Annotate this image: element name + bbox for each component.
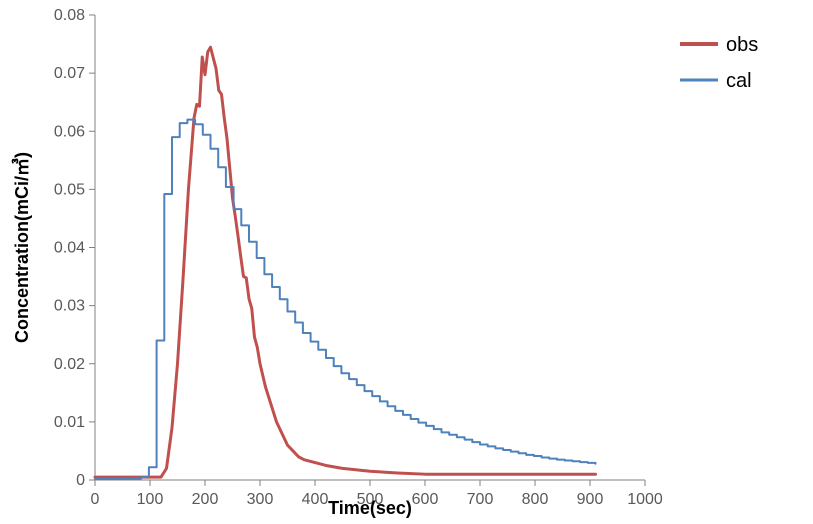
svg-text:0.05: 0.05	[54, 181, 85, 198]
svg-text:600: 600	[412, 491, 439, 508]
chart-container: 0100200300400500600700800900100000.010.0…	[0, 0, 813, 524]
svg-text:400: 400	[302, 491, 329, 508]
y-axis-label: Concentration(mCi/㎥)	[11, 152, 32, 343]
svg-text:0.08: 0.08	[54, 7, 85, 24]
svg-text:0: 0	[91, 491, 100, 508]
svg-text:0.01: 0.01	[54, 414, 85, 431]
line-chart: 0100200300400500600700800900100000.010.0…	[0, 0, 813, 524]
svg-text:200: 200	[192, 491, 219, 508]
svg-text:800: 800	[522, 491, 549, 508]
legend-item-obs: obs	[726, 34, 758, 56]
svg-text:700: 700	[467, 491, 494, 508]
svg-text:100: 100	[137, 491, 164, 508]
svg-text:0.04: 0.04	[54, 240, 85, 257]
x-axis-label: Time(sec)	[328, 498, 412, 518]
svg-text:0.03: 0.03	[54, 298, 85, 315]
legend-item-cal: cal	[726, 70, 752, 92]
svg-text:1000: 1000	[627, 491, 663, 508]
svg-text:0.02: 0.02	[54, 356, 85, 373]
svg-text:0.07: 0.07	[54, 65, 85, 82]
svg-text:0: 0	[76, 472, 85, 489]
svg-text:0.06: 0.06	[54, 123, 85, 140]
svg-text:300: 300	[247, 491, 274, 508]
svg-text:900: 900	[577, 491, 604, 508]
